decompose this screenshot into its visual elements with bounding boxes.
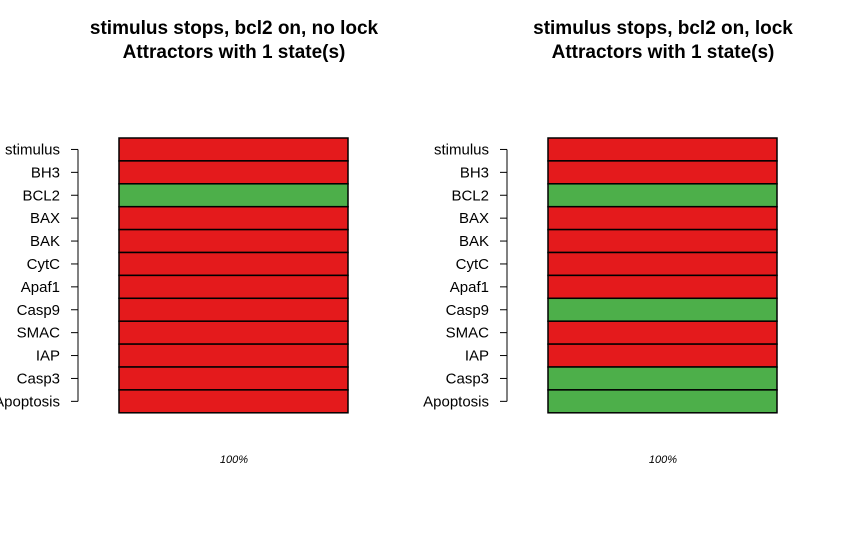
gene-label-bak: BAK [459,233,489,250]
state-cell-apaf1 [118,274,349,300]
state-cell-casp9 [547,297,778,322]
gene-label-stimulus: stimulus [5,141,60,158]
gene-label-stimulus: stimulus [434,141,489,158]
state-cell-cytc [547,251,778,277]
gene-label-bcl2: BCL2 [451,187,489,204]
gene-label-apoptosis: Apoptosis [0,393,60,410]
left-attractor-frequency: 100% [220,454,248,466]
left-panel-title: stimulus stops, bcl2 on, no lock [90,18,379,39]
state-cell-smac [118,320,349,345]
state-cell-bak [118,228,349,254]
gene-label-bak: BAK [30,233,60,250]
gene-label-cytc: CytC [456,256,490,273]
state-cell-bcl2 [118,183,349,208]
gene-label-bax: BAX [30,210,60,227]
gene-label-bax: BAX [459,210,489,227]
gene-label-smac: SMAC [446,325,490,342]
gene-label-apaf1: Apaf1 [21,279,60,296]
gene-label-casp3: Casp3 [446,370,489,387]
state-cell-apaf1 [547,274,778,300]
state-cell-bax [118,205,349,231]
left-panel: stimulus stops, bcl2 on, no lock Attract… [0,18,379,466]
state-cell-bcl2 [547,183,778,208]
gene-label-casp9: Casp9 [446,302,489,319]
right-panel: stimulus stops, bcl2 on, lock Attractors… [423,18,793,466]
gene-label-bcl2: BCL2 [22,187,60,204]
right-gene-axis: stimulus BH3 BCL2 BAX BAK CytC Apaf1 Casp9 SMAC I… [423,141,508,410]
gene-label-cytc: CytC [27,256,61,273]
state-cell-casp3 [547,366,778,391]
state-cell-bh3 [118,160,349,185]
right-attractor-frequency: 100% [649,454,677,466]
state-cell-casp9 [118,297,349,322]
gene-label-bh3: BH3 [31,164,60,181]
right-panel-subtitle: Attractors with 1 state(s) [552,42,775,63]
right-panel-title: stimulus stops, bcl2 on, lock [533,18,793,39]
left-attractor-grid [118,137,349,414]
state-cell-iap [547,343,778,368]
state-cell-stimulus [118,137,349,162]
gene-label-casp3: Casp3 [17,370,60,387]
state-cell-apoptosis [547,389,778,414]
state-cell-bax [547,205,778,231]
state-cell-cytc [118,251,349,277]
state-cell-bak [547,228,778,254]
gene-label-bh3: BH3 [460,164,489,181]
gene-label-smac: SMAC [17,325,61,342]
left-panel-subtitle: Attractors with 1 state(s) [123,42,346,63]
state-cell-bh3 [547,160,778,185]
gene-label-iap: IAP [36,348,60,365]
gene-label-apaf1: Apaf1 [450,279,489,296]
state-cell-casp3 [118,366,349,391]
gene-label-apoptosis: Apoptosis [423,393,489,410]
left-gene-axis: stimulus BH3 BCL2 BAX BAK CytC Apaf1 Casp9 SMAC I… [0,141,79,410]
state-cell-apoptosis [118,389,349,414]
gene-label-casp9: Casp9 [17,302,60,319]
state-cell-iap [118,343,349,368]
state-cell-stimulus [547,137,778,162]
state-cell-smac [547,320,778,345]
right-attractor-grid [547,137,778,414]
gene-label-iap: IAP [465,348,489,365]
